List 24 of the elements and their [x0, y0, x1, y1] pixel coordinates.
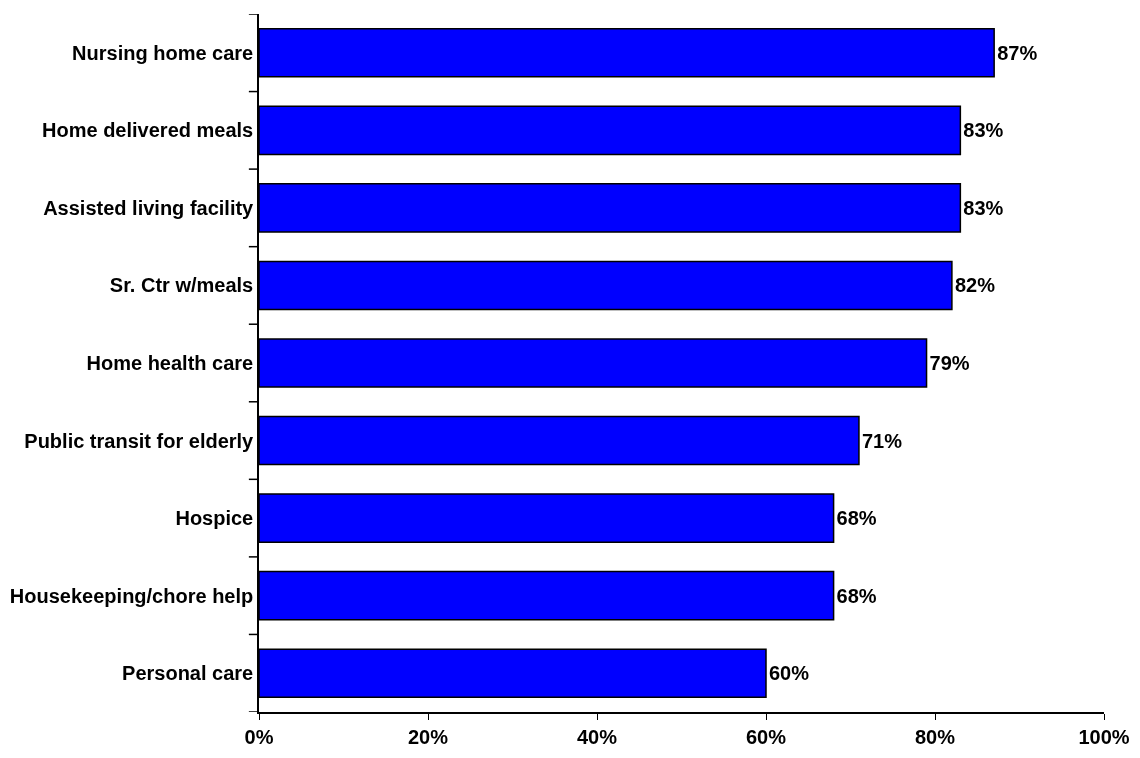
- x-tick-label: 100%: [1078, 725, 1130, 748]
- y-tick-label: Home health care: [86, 352, 254, 374]
- y-tick-label: Sr. Ctr w/meals: [109, 274, 254, 297]
- x-tick-label: 60%: [745, 725, 787, 748]
- y-tick-label: Hospice: [175, 507, 254, 530]
- x-tick-label: 0%: [244, 725, 274, 748]
- y-tick-label: Housekeeping/chore help: [9, 584, 254, 607]
- x-tick-label: 80%: [914, 725, 956, 748]
- x-tick-label: 20%: [407, 725, 449, 748]
- data-label: 71%: [861, 429, 903, 452]
- x-tick-label: 40%: [576, 725, 618, 748]
- y-tick-label: Personal care: [122, 662, 254, 685]
- data-label: 68%: [836, 507, 877, 530]
- data-label: 83%: [963, 119, 1004, 142]
- y-tick-label: Home delivered meals: [42, 119, 254, 142]
- data-label: 83%: [963, 196, 1004, 219]
- y-tick-label: Public transit for elderly: [24, 429, 255, 452]
- data-label: 68%: [836, 584, 877, 607]
- data-label: 60%: [769, 662, 810, 685]
- data-label: 87%: [997, 41, 1038, 64]
- data-label: 82%: [954, 274, 996, 297]
- y-tick-label: Nursing home care: [72, 41, 254, 64]
- y-tick-label: Assisted living facility: [43, 196, 255, 219]
- data-label: 79%: [929, 352, 970, 374]
